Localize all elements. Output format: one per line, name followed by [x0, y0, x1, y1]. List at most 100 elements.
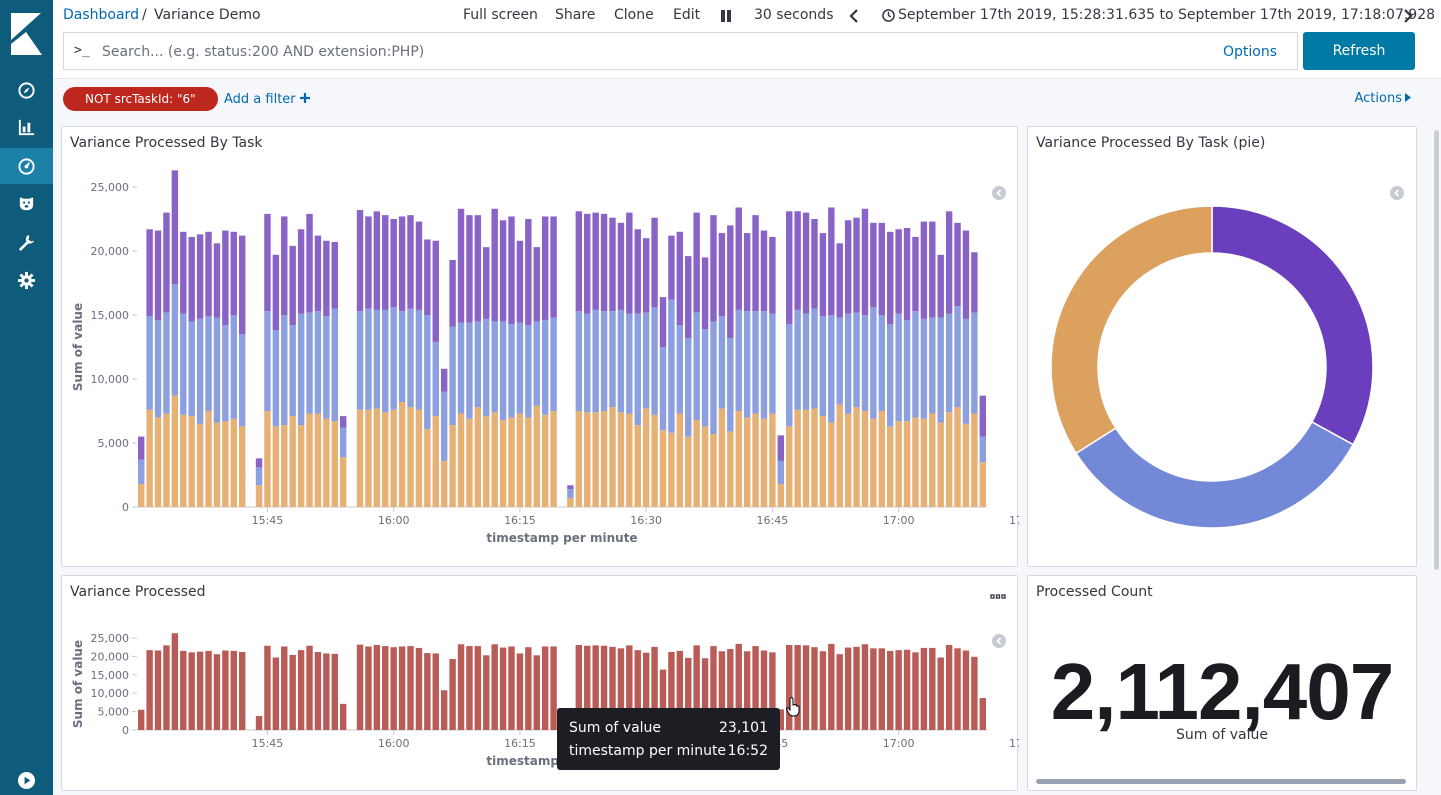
bar	[516, 653, 524, 730]
panel-title: Variance Processed By Task (pie)	[1036, 135, 1266, 151]
stacked-bar-segment	[483, 247, 490, 319]
stacked-bar-segment	[861, 208, 869, 315]
chevron-left-icon[interactable]	[849, 9, 859, 23]
x-tick-label: 16:00	[378, 737, 410, 750]
ellipsis-icon[interactable]	[990, 594, 1006, 600]
bar	[541, 646, 549, 730]
y-axis-label: Sum of value	[71, 303, 85, 391]
stacked-bar-segment	[138, 459, 145, 484]
nav-management[interactable]	[0, 262, 53, 298]
nav-visualize[interactable]	[0, 109, 53, 145]
stacked-bar-segment	[146, 316, 153, 410]
stacked-bar-segment	[138, 483, 145, 507]
add-filter-button[interactable]: Add a filter	[224, 92, 310, 107]
stacked-bar-segment	[297, 425, 305, 507]
stacked-bar-segment	[230, 231, 237, 315]
stacked-bar-segment	[693, 212, 700, 313]
bar	[213, 654, 221, 730]
bar	[575, 644, 583, 730]
stacked-bar-segment	[844, 220, 852, 314]
options-button[interactable]: Options	[1222, 44, 1277, 60]
stacked-bar-segment	[937, 422, 944, 507]
full-screen-button[interactable]: Full screen	[463, 7, 538, 23]
bar	[685, 657, 692, 730]
bar	[609, 646, 616, 730]
stacked-bar-segment	[356, 311, 364, 410]
page-scrollbar[interactable]	[1434, 130, 1439, 570]
breadcrumb-current: Variance Demo	[154, 7, 261, 23]
horizontal-scrollbar[interactable]	[1036, 779, 1406, 784]
stacked-bar-segment	[289, 245, 296, 326]
stacked-bar-segment	[533, 247, 540, 322]
breadcrumb-dashboard[interactable]: Dashboard	[63, 7, 139, 23]
stacked-bar-segment	[222, 230, 229, 326]
chevron-left-circle-icon[interactable]	[992, 186, 1006, 200]
nav-discover[interactable]	[0, 72, 53, 108]
bar	[449, 658, 456, 730]
stacked-bar-segment	[693, 419, 700, 507]
stacked-bar-segment	[794, 211, 801, 310]
stacked-bar-segment	[945, 313, 953, 413]
stacked-bar-segment	[844, 413, 852, 507]
query-language-prompt[interactable]: >_	[74, 43, 90, 58]
stacked-bar-segment	[685, 338, 692, 437]
breadcrumb-separator: /	[142, 7, 147, 23]
stacked-bar-segment	[424, 239, 431, 315]
stacked-bar-segment	[727, 431, 734, 507]
bar	[146, 650, 153, 730]
stacked-bar-segment	[828, 422, 835, 507]
bar-chart[interactable]: 0 5,000 10,000 15,000 20,000 25,000 15:45 16:00…	[62, 576, 1019, 792]
stacked-bar-segment	[752, 311, 759, 414]
bar	[979, 697, 986, 730]
bar	[937, 657, 944, 730]
stacked-bar-segment	[945, 211, 953, 314]
stacked-bar-segment	[609, 407, 616, 507]
bear-icon	[19, 197, 34, 210]
chevron-left-circle-icon[interactable]	[1390, 186, 1404, 200]
share-button[interactable]: Share	[555, 7, 596, 23]
chevron-right-icon[interactable]	[1403, 9, 1413, 23]
tooltip-key: Sum of value	[569, 720, 662, 736]
filter-pill[interactable]: NOT srcTaskId: "6"	[63, 87, 218, 111]
bar	[264, 645, 271, 730]
stacked-bar-segment	[508, 216, 515, 324]
search-input[interactable]	[102, 42, 1202, 62]
tooltip-value: 16:52	[727, 743, 768, 759]
bar	[407, 646, 414, 730]
nav-dashboard[interactable]	[0, 148, 53, 184]
stacked-bar-segment	[971, 252, 978, 313]
stacked-bar-chart[interactable]: 0 5,000 10,000 15,000 20,000 25,000 15:45 16:00…	[62, 127, 1019, 568]
stacked-bar-segment	[937, 254, 944, 318]
stacked-bar-segment	[516, 322, 524, 414]
bar	[651, 646, 658, 730]
edit-button[interactable]: Edit	[673, 7, 701, 23]
donut-chart[interactable]	[1028, 127, 1418, 568]
chevron-left-circle-icon[interactable]	[992, 634, 1006, 648]
collapse-button[interactable]	[0, 762, 53, 795]
actions-button[interactable]: Actions	[1355, 91, 1411, 106]
stacked-bar-segment	[769, 236, 776, 314]
nav-timelion[interactable]	[0, 186, 53, 222]
stacked-bar-segment	[297, 313, 305, 426]
panel-metric: Processed Count 2,112,407 Sum of value	[1027, 575, 1417, 791]
stacked-bar-segment	[693, 312, 700, 420]
stacked-bar-segment	[626, 313, 633, 414]
bar	[373, 644, 381, 730]
bar	[466, 646, 473, 730]
stacked-bar-segment	[407, 308, 414, 408]
stacked-bar-segment	[962, 423, 970, 507]
stacked-bar-segment	[238, 426, 246, 507]
refresh-button[interactable]: Refresh	[1303, 32, 1415, 70]
stacked-bar-segment	[188, 416, 195, 507]
stacked-bar-segment	[642, 408, 650, 507]
stacked-bar-segment	[701, 329, 709, 427]
time-range-button[interactable]: September 17th 2019, 15:28:31.635 to Sep…	[898, 7, 1436, 23]
clone-button[interactable]: Clone	[614, 7, 654, 23]
nav-dev-tools[interactable]	[0, 224, 53, 260]
kibana-logo-icon[interactable]	[0, 0, 53, 70]
refresh-interval-button[interactable]: 30 seconds	[754, 7, 834, 23]
stacked-bar-segment	[903, 227, 911, 321]
pause-icon[interactable]	[720, 10, 732, 22]
y-tick-label: 5,000	[98, 437, 130, 450]
stacked-bar-segment	[516, 413, 524, 507]
